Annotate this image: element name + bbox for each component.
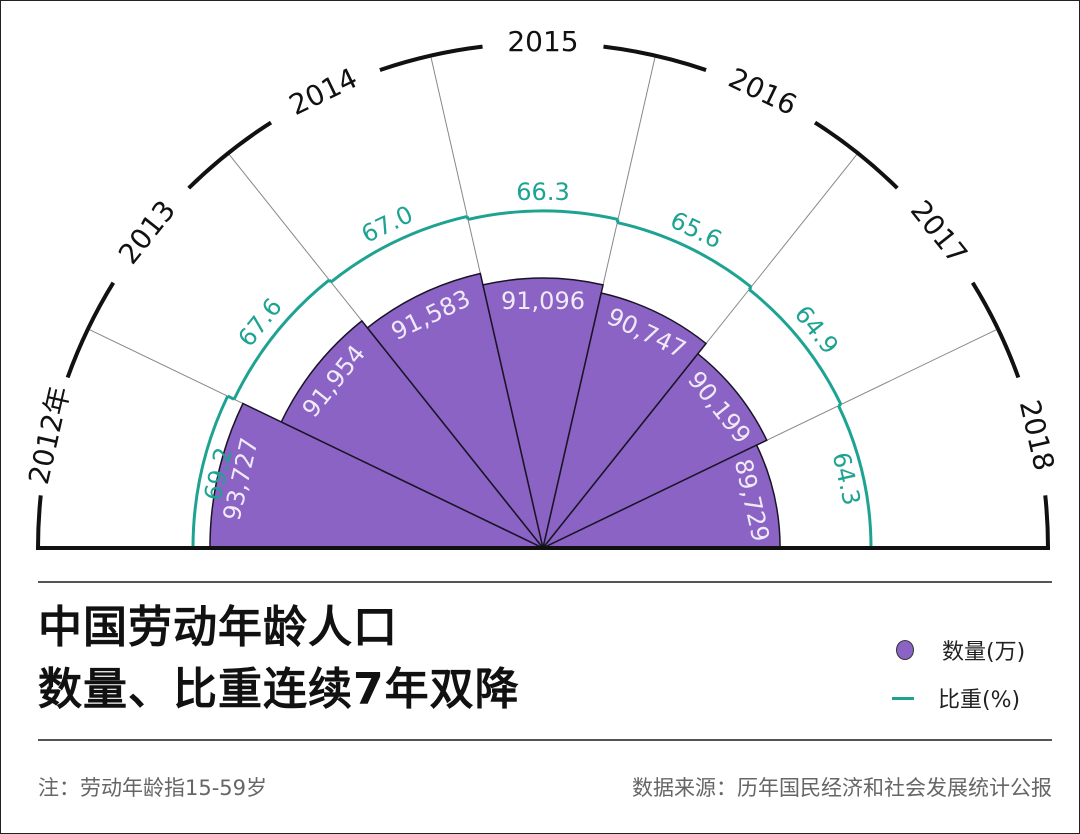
chart-title-line1: 中国劳动年龄人口 xyxy=(38,602,398,653)
circle-icon xyxy=(896,640,914,660)
outer-arc xyxy=(65,281,116,379)
ratio-label: 67.6 xyxy=(233,293,288,352)
ratio-step xyxy=(748,286,753,291)
bar-sector-2017 xyxy=(542,352,768,549)
ratio-arc xyxy=(837,405,873,549)
quantity-label: 91,096 xyxy=(501,287,585,315)
ratio-arc xyxy=(748,288,843,406)
highlight-ratio: 比重 xyxy=(173,662,263,718)
line-icon xyxy=(892,696,914,700)
bar-sector-2013 xyxy=(280,319,544,549)
ratio-arc xyxy=(467,209,619,221)
year-label: 2018 xyxy=(1013,397,1061,474)
ratio-label: 64.9 xyxy=(789,300,844,359)
outer-arc xyxy=(1043,495,1050,549)
divider-bottom xyxy=(38,739,1052,741)
divider-top xyxy=(38,581,1052,583)
bar-sector-2012年 xyxy=(209,402,544,549)
footnote: 注：劳动年龄指15-59岁 xyxy=(38,776,268,800)
ratio-label: 65.6 xyxy=(666,206,726,254)
year-label: 2015 xyxy=(507,25,578,58)
bar-sector-2014 xyxy=(366,272,544,549)
outer-arc xyxy=(603,44,707,72)
outer-arc xyxy=(36,495,43,549)
bar-sector-2015 xyxy=(482,277,604,549)
polar-bar-chart: 2012年 69.293,727201367.691,954201467.091,… xyxy=(22,25,1061,550)
data-source: 数据来源：历年国民经济和社会发展统计公报 xyxy=(632,776,1052,800)
ratio-arc xyxy=(330,214,468,284)
legend-label-quantity: 数量(万) xyxy=(942,640,1026,665)
ratio-arc xyxy=(232,278,331,400)
outer-arc xyxy=(970,281,1021,379)
legend-item-quantity: 数量(万) xyxy=(890,626,1050,674)
year-label: 2016 xyxy=(723,61,802,122)
outer-arc xyxy=(187,120,273,190)
ratio-label: 67.0 xyxy=(357,200,417,248)
title-separator: 、 xyxy=(128,664,173,715)
highlight-quantity: 数量 xyxy=(38,662,128,718)
bar-sector-2018 xyxy=(542,444,781,549)
outer-arc xyxy=(813,120,899,190)
title-rest: 连续7年双降 xyxy=(263,664,520,715)
ratio-label: 66.3 xyxy=(516,178,569,206)
ratio-arc xyxy=(616,221,753,289)
ratio-step xyxy=(465,216,470,220)
legend-item-ratio: 比重(%) xyxy=(890,674,1050,722)
year-label: 2014 xyxy=(284,61,363,122)
legend-label-ratio: 比重(%) xyxy=(938,688,1021,713)
ratio-arc xyxy=(191,395,230,549)
legend: 数量(万) 比重(%) xyxy=(890,626,1050,722)
outer-arc xyxy=(379,44,483,72)
year-label: 2012年 xyxy=(22,383,76,487)
bar-sector-2016 xyxy=(542,292,708,549)
chart-title-line2: 数量、比重连续7年双降 xyxy=(38,662,520,718)
year-label: 2017 xyxy=(904,194,974,270)
year-label: 2013 xyxy=(112,194,182,270)
